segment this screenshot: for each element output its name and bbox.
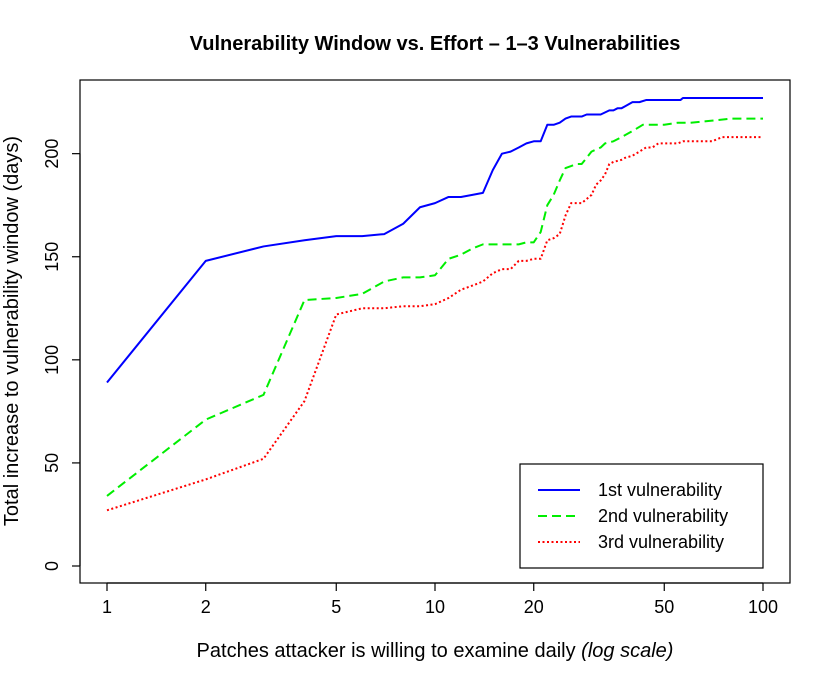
- y-tick-label: 100: [42, 345, 62, 375]
- series-line-1: [106, 97, 763, 384]
- y-axis: 0 50 100 150 200: [42, 139, 81, 571]
- x-tick-label: 50: [654, 597, 674, 617]
- legend-label: 2nd vulnerability: [598, 506, 728, 526]
- y-tick-label: 200: [42, 139, 62, 169]
- x-axis-label: Patches attacker is willing to examine d…: [197, 640, 674, 662]
- series-line-2: [106, 117, 763, 497]
- y-tick-label: 150: [42, 242, 62, 272]
- legend-label: 3rd vulnerability: [598, 532, 724, 552]
- y-tick-label: 50: [42, 453, 62, 473]
- series-line-3: [106, 136, 763, 512]
- x-axis: 1 2 5 10 20 50 100: [102, 582, 778, 617]
- x-tick-label: 1: [102, 597, 112, 617]
- y-axis-label: Total increase to vulnerability window (…: [1, 136, 23, 526]
- x-tick-label: 100: [748, 597, 778, 617]
- x-axis-label-main: Patches attacker is willing to examine d…: [197, 640, 576, 662]
- x-tick-label: 20: [524, 597, 544, 617]
- y-tick-label: 0: [42, 561, 62, 571]
- x-axis-label-note: (log scale): [581, 640, 673, 662]
- chart-title: Vulnerability Window vs. Effort – 1–3 Vu…: [190, 33, 681, 55]
- series-layer: [106, 97, 763, 512]
- x-tick-label: 10: [425, 597, 445, 617]
- x-tick-label: 2: [201, 597, 211, 617]
- legend-label: 1st vulnerability: [598, 480, 722, 500]
- legend: 1st vulnerability 2nd vulnerability 3rd vu…: [519, 463, 764, 569]
- x-tick-label: 5: [331, 597, 341, 617]
